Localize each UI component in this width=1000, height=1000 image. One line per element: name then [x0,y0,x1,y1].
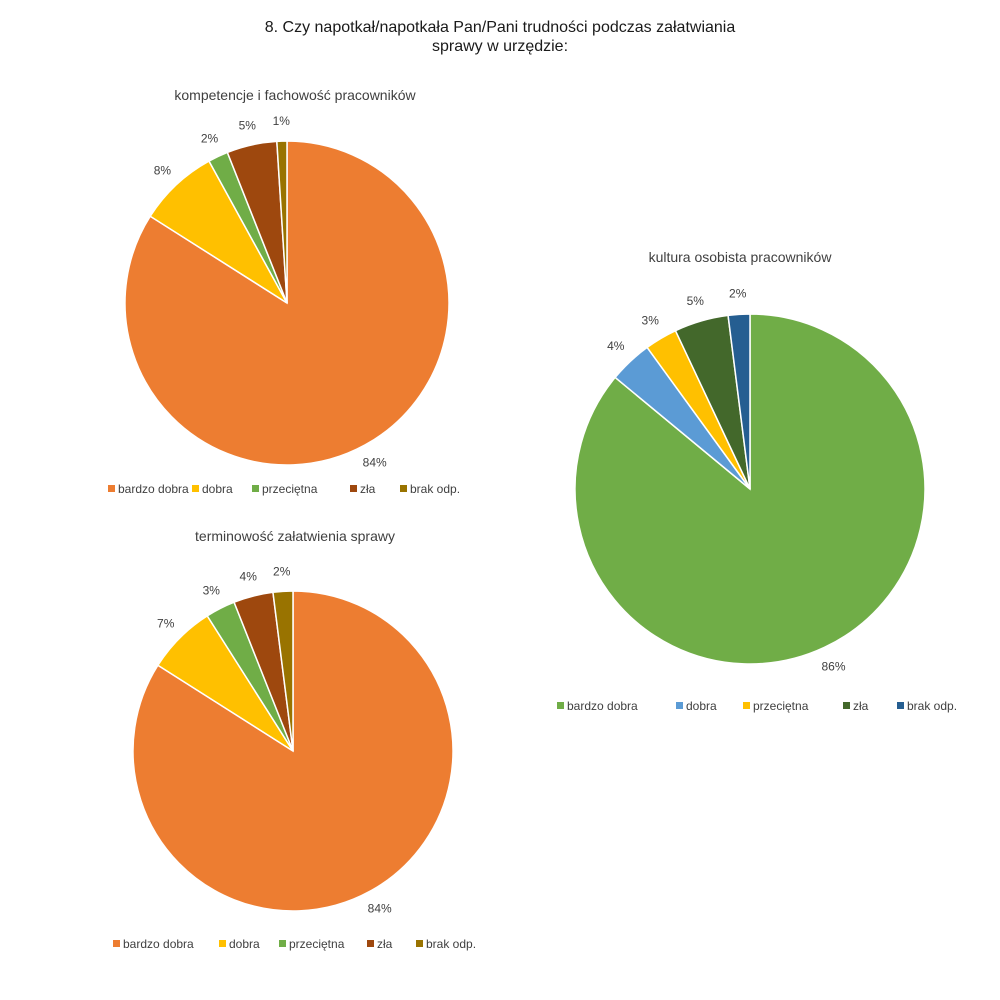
legend-label: zła [853,699,869,713]
pie-slice [727,313,751,490]
chart-title: terminowość załatwienia sprawy [195,528,395,544]
data-label: 84% [368,902,392,916]
legend-item: bardzo dobra [113,937,194,951]
legend-swatch [350,485,357,492]
main-title-line-1: 8. Czy napotkał/napotkała Pan/Pani trudn… [264,19,736,36]
legend-swatch [743,702,750,709]
legend-item: brak odp. [416,937,476,951]
data-label: 2% [729,286,747,300]
legend-swatch [843,702,850,709]
legend-swatch [557,702,564,709]
main-title-line-2: sprawy w urzędzie: [431,38,569,55]
legend-label: bardzo dobra [118,482,189,496]
legend-item: bardzo dobra [557,699,638,713]
legend-swatch [252,485,259,492]
legend-item: bardzo dobra [108,482,189,496]
legend-swatch [400,485,407,492]
data-label: 5% [239,118,257,132]
legend-label: dobra [686,699,717,713]
legend-label: przeciętna [753,699,809,713]
chart-title: kultura osobista pracowników [649,249,833,265]
legend-item: dobra [192,482,233,496]
legend-swatch [113,940,120,947]
legend-item: przeciętna [252,482,318,496]
legend-item: zła [350,482,376,496]
data-label: 7% [157,617,175,631]
data-label: 5% [687,294,705,308]
legend-item: przeciętna [743,699,809,713]
pie-chart-competence: kompetencje i fachowość pracowników 84% 8%… [108,87,460,496]
data-label: 3% [642,313,660,327]
legend-label: dobra [229,937,260,951]
legend-item: dobra [676,699,717,713]
legend-item: zła [843,699,869,713]
legend-item: brak odp. [400,482,460,496]
legend-item: brak odp. [897,699,957,713]
legend-label: zła [377,937,393,951]
legend-swatch [192,485,199,492]
legend-swatch [367,940,374,947]
pie-chart-culture: kultura osobista pracowników 86% 4% 3% 5% 2% b… [557,249,957,713]
data-label: 4% [240,570,258,584]
legend-item: zła [367,937,393,951]
data-label: 2% [273,564,291,578]
main-title: 8. Czy napotkał/napotkała Pan/Pani trudn… [0,18,1000,56]
pie-slice [272,590,294,752]
legend-item: przeciętna [279,937,345,951]
pie-slice [276,140,288,304]
legend-label: brak odp. [410,482,460,496]
data-label: 8% [154,163,172,177]
data-label: 84% [363,456,387,470]
legend-label: brak odp. [907,699,957,713]
pie-chart-timeliness: terminowość załatwienia sprawy 84% 7% 3% 4% 2… [113,528,476,951]
legend-label: brak odp. [426,937,476,951]
data-label: 4% [607,339,625,353]
data-label: 2% [201,131,219,145]
legend-swatch [676,702,683,709]
legend-swatch [219,940,226,947]
legend-label: bardzo dobra [123,937,194,951]
legend-item: dobra [219,937,260,951]
data-label: 3% [203,584,221,598]
legend-label: przeciętna [289,937,345,951]
legend-swatch [279,940,286,947]
legend-label: bardzo dobra [567,699,638,713]
legend-label: przeciętna [262,482,318,496]
chart-title: kompetencje i fachowość pracowników [174,87,416,103]
legend-swatch [897,702,904,709]
legend-swatch [416,940,423,947]
data-label: 86% [821,659,845,673]
data-label: 1% [273,114,291,128]
legend-label: dobra [202,482,233,496]
legend-swatch [108,485,115,492]
legend-label: zła [360,482,376,496]
